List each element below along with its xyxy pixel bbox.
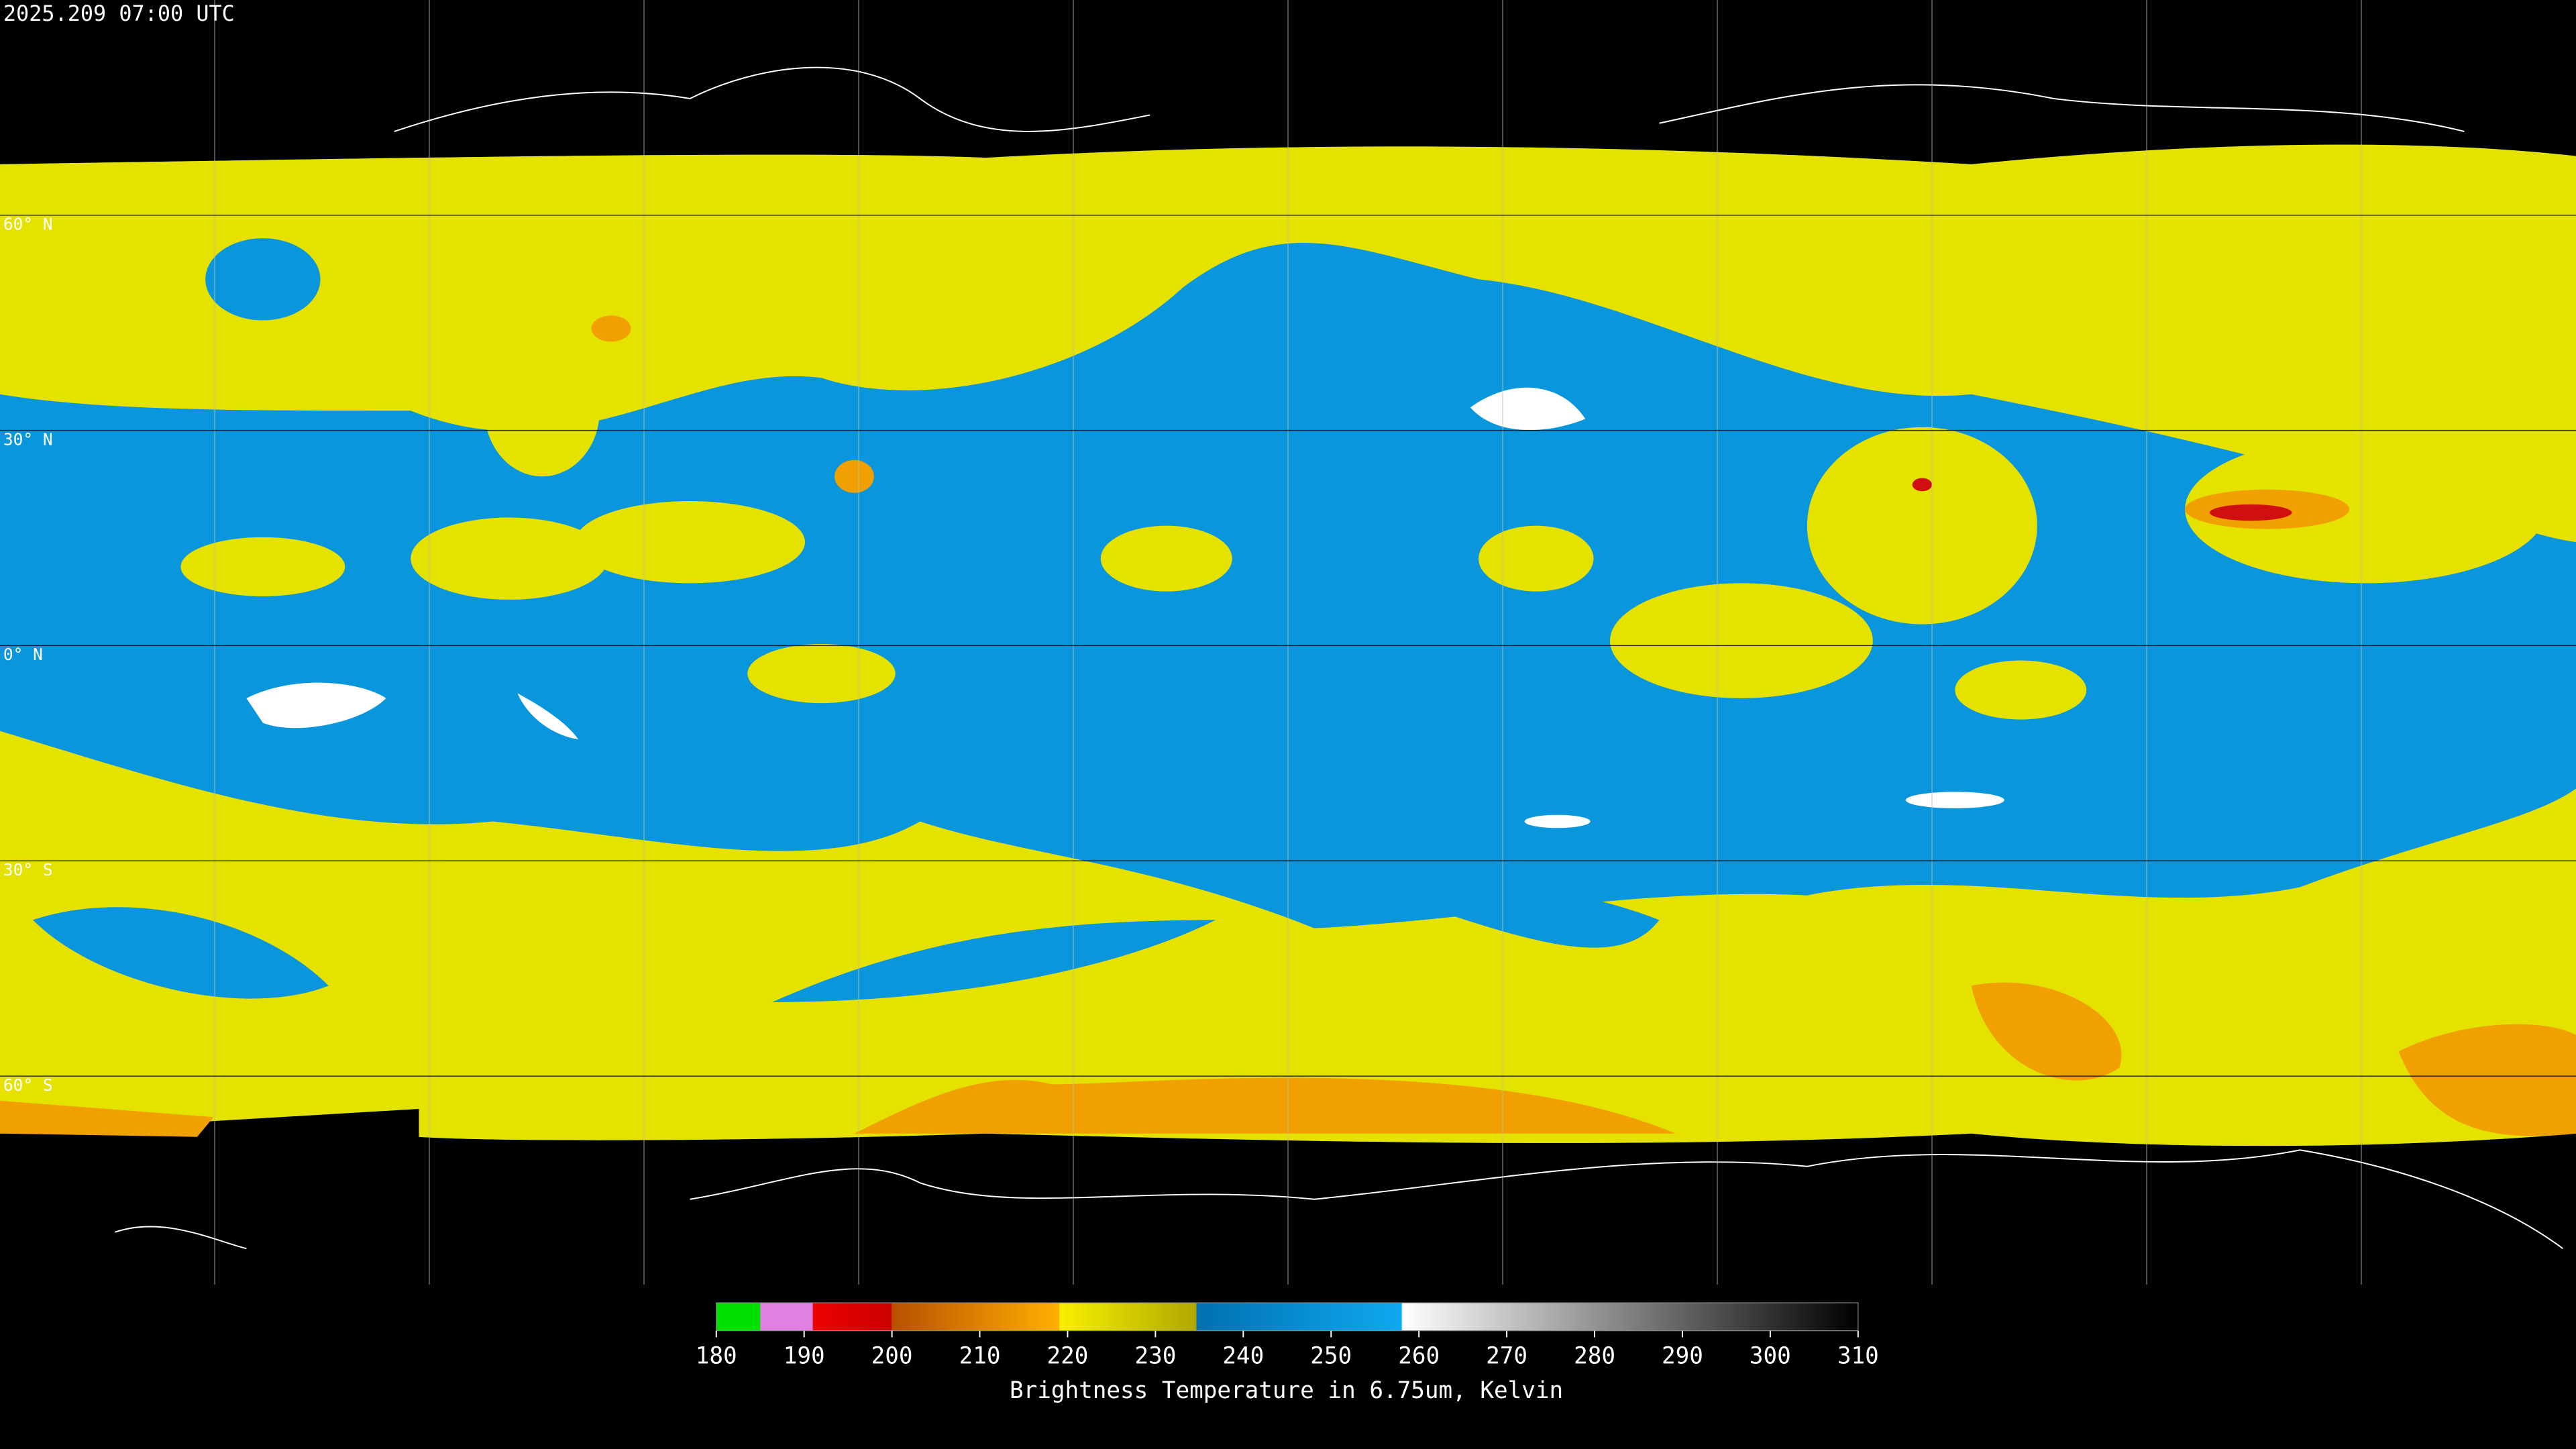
latitude-label: 30° N <box>3 429 53 449</box>
colorbar-tick-label: 280 <box>1574 1342 1615 1369</box>
dry-inclusions <box>32 238 1660 1002</box>
colorbar-tick-label: 210 <box>959 1342 1001 1369</box>
colorbar-tick-label: 240 <box>1222 1342 1264 1369</box>
latitude-label: 60° S <box>3 1075 53 1095</box>
graticule: 60° N 30° N 0° N 30° S 60° S <box>3 0 2362 1285</box>
warm-spots <box>246 387 2004 828</box>
colorbar-tick-label: 270 <box>1486 1342 1527 1369</box>
latitude-label: 0° N <box>3 645 43 664</box>
colorbar-tick-label: 200 <box>871 1342 913 1369</box>
latitude-label: 30° S <box>3 860 53 879</box>
cold-regions <box>0 315 2576 1137</box>
coastlines <box>115 66 2563 1250</box>
timestamp: 2025.209 07:00 UTC <box>3 1 235 26</box>
colorbar-tick-label: 230 <box>1134 1342 1176 1369</box>
colorbar-label: Brightness Temperature in 6.75um, Kelvin <box>1010 1377 1563 1404</box>
latitude-label: 60° N <box>3 215 53 234</box>
colorbar <box>716 1302 1859 1332</box>
colorbar-tick-label: 220 <box>1047 1342 1089 1369</box>
colorbar-tick-label: 190 <box>784 1342 825 1369</box>
colorbar-tick-label: 310 <box>1837 1342 1879 1369</box>
colorbar-tick-label: 250 <box>1310 1342 1352 1369</box>
very-cold-spots <box>1912 478 2292 521</box>
colorbar-tick-label: 260 <box>1398 1342 1440 1369</box>
colorbar-tick-label: 300 <box>1750 1342 1791 1369</box>
colorbar-tick-label: 180 <box>696 1342 737 1369</box>
colorbar-tick-label: 290 <box>1662 1342 1703 1369</box>
